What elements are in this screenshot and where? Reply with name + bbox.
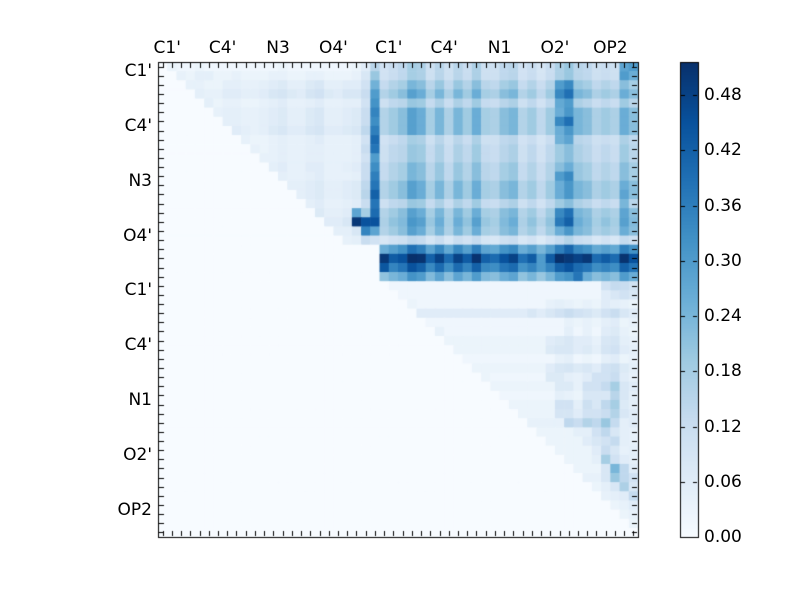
colorbar-tick-label: 0.48 xyxy=(704,85,742,106)
colorbar-tick-label: 0.00 xyxy=(704,527,742,547)
colorbar-tick-label: 0.36 xyxy=(704,195,742,216)
left-axis-label: O4' xyxy=(123,225,152,246)
top-axis-label: C4' xyxy=(430,38,458,58)
top-axis-label: OP2 xyxy=(593,38,628,58)
top-axis-label: O4' xyxy=(318,38,348,58)
top-axis-label: N1 xyxy=(487,38,512,58)
top-axis-label: C1' xyxy=(375,38,403,58)
left-axis-label: C1' xyxy=(124,61,152,82)
top-axis-label: C4' xyxy=(208,38,237,58)
top-axis-label: O2' xyxy=(540,38,570,58)
left-axis-label: C4' xyxy=(124,115,152,136)
left-axis-label: C4' xyxy=(124,335,152,356)
left-axis-label: C1' xyxy=(124,280,152,301)
colorbar-tick-label: 0.06 xyxy=(704,471,742,492)
left-axis-label: N1 xyxy=(128,389,152,410)
left-axis-label: O2' xyxy=(123,444,152,465)
left-axis-label: OP2 xyxy=(117,499,152,520)
colorbar-tick-label: 0.24 xyxy=(704,306,742,327)
left-axis-label: N3 xyxy=(128,170,152,191)
top-axis-label: C1' xyxy=(153,38,181,58)
colorbar-tick-label: 0.12 xyxy=(704,416,742,437)
colorbar-tick-label: 0.42 xyxy=(704,140,742,161)
top-axis-label: N3 xyxy=(266,38,290,58)
colorbar-tick-label: 0.30 xyxy=(704,250,742,271)
colorbar-tick-label: 0.18 xyxy=(704,361,742,382)
